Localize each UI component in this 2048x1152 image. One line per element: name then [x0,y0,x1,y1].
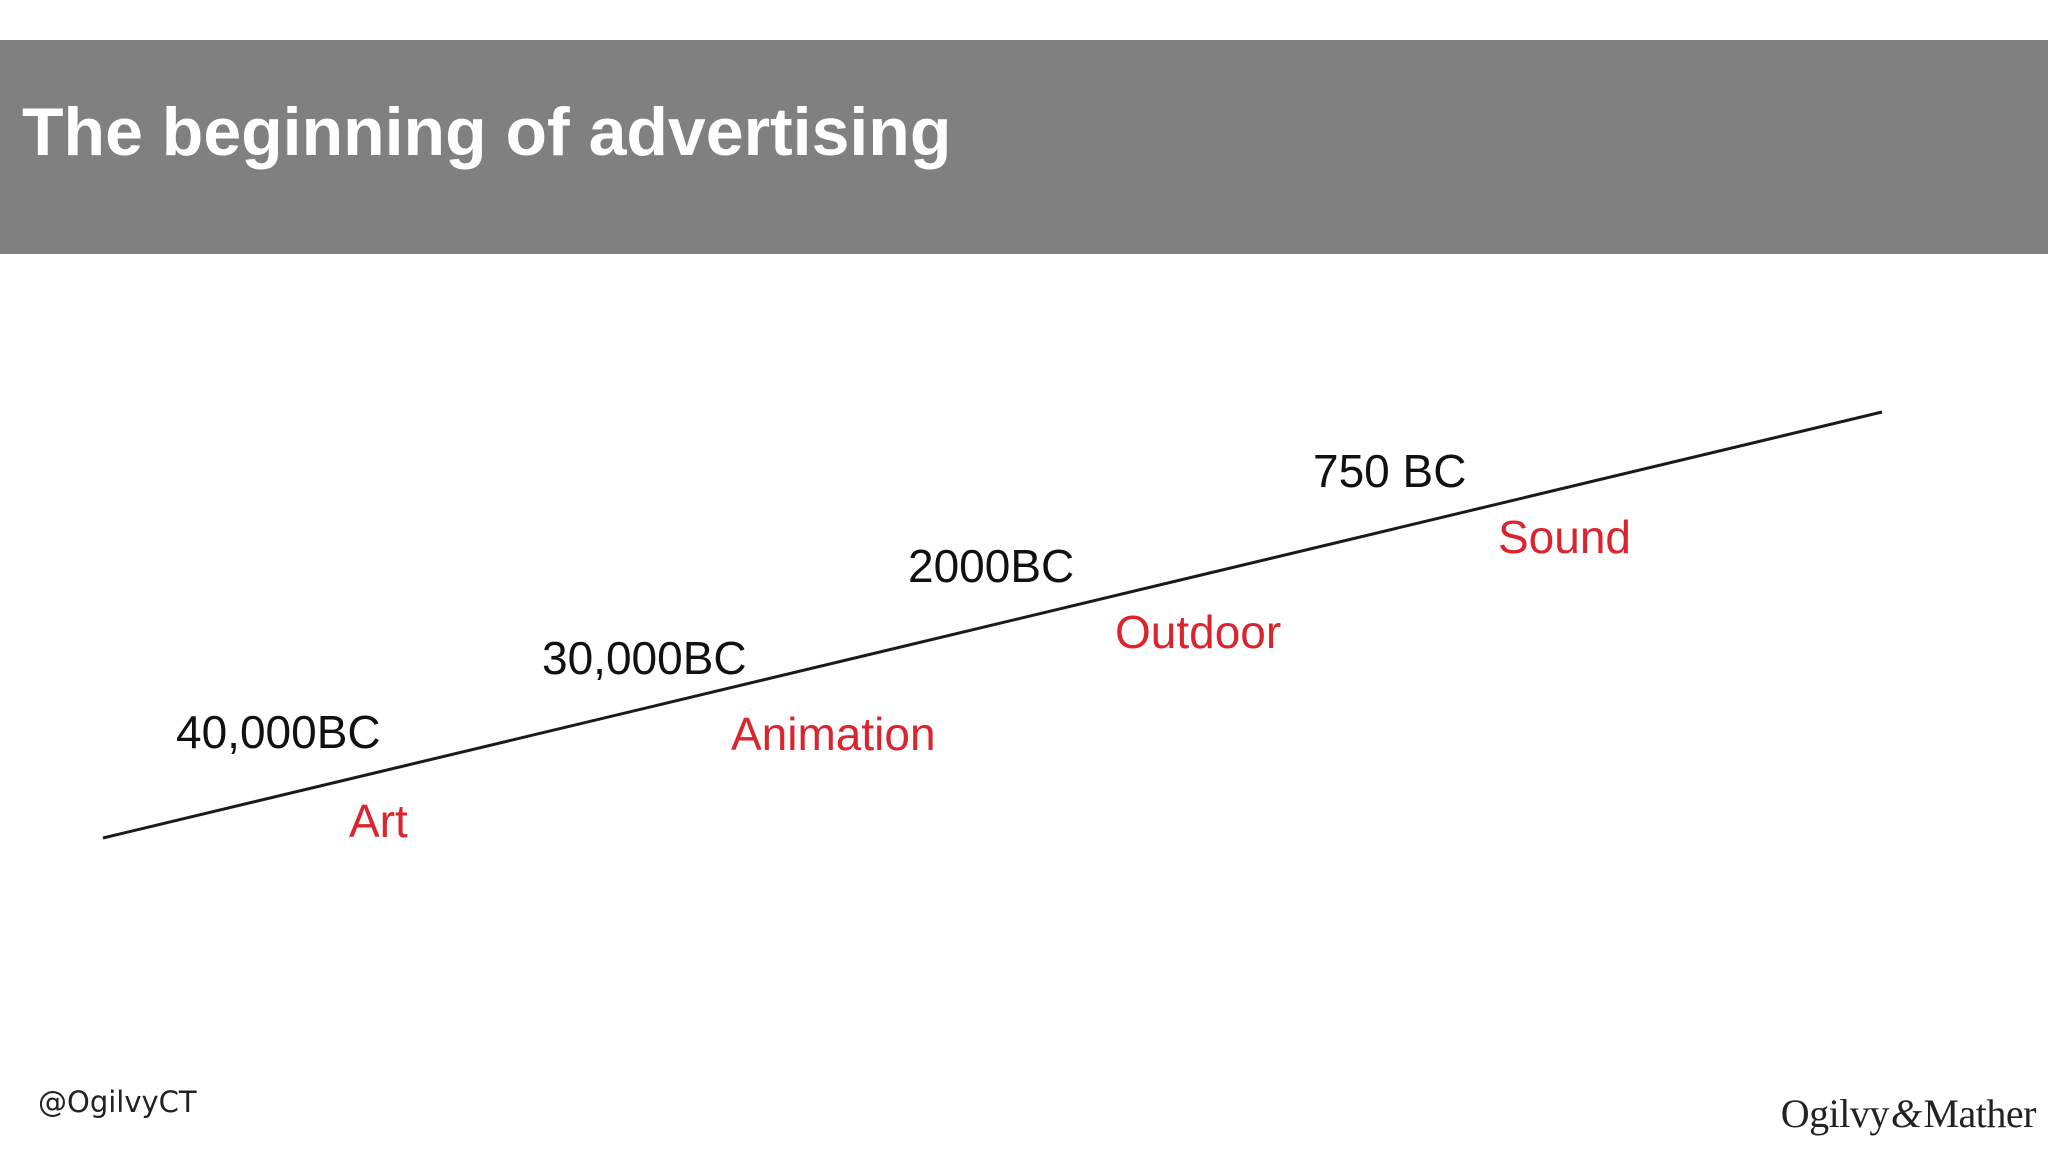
title-band [0,40,2048,254]
logo-part-1: Ogilvy [1780,1091,1890,1136]
event-year-2: 30,000BC [542,632,747,684]
event-medium-1: Art [349,795,408,847]
event-year-1: 40,000BC [176,706,381,758]
event-medium-3: Outdoor [1115,606,1282,658]
social-handle: @OgilvyCT [38,1085,197,1119]
event-year-3: 2000BC [908,540,1075,592]
event-medium-2: Animation [731,708,936,760]
logo-part-2: Mather [1923,1091,2036,1136]
brand-logo: Ogilvy&Mather [1780,1091,2037,1136]
event-medium-4: Sound [1498,511,1632,563]
logo-ampersand: & [1890,1091,1922,1136]
event-year-4: 750 BC [1313,445,1467,497]
timeline-line [102,410,1883,840]
slide-title: The beginning of advertising [22,94,952,170]
